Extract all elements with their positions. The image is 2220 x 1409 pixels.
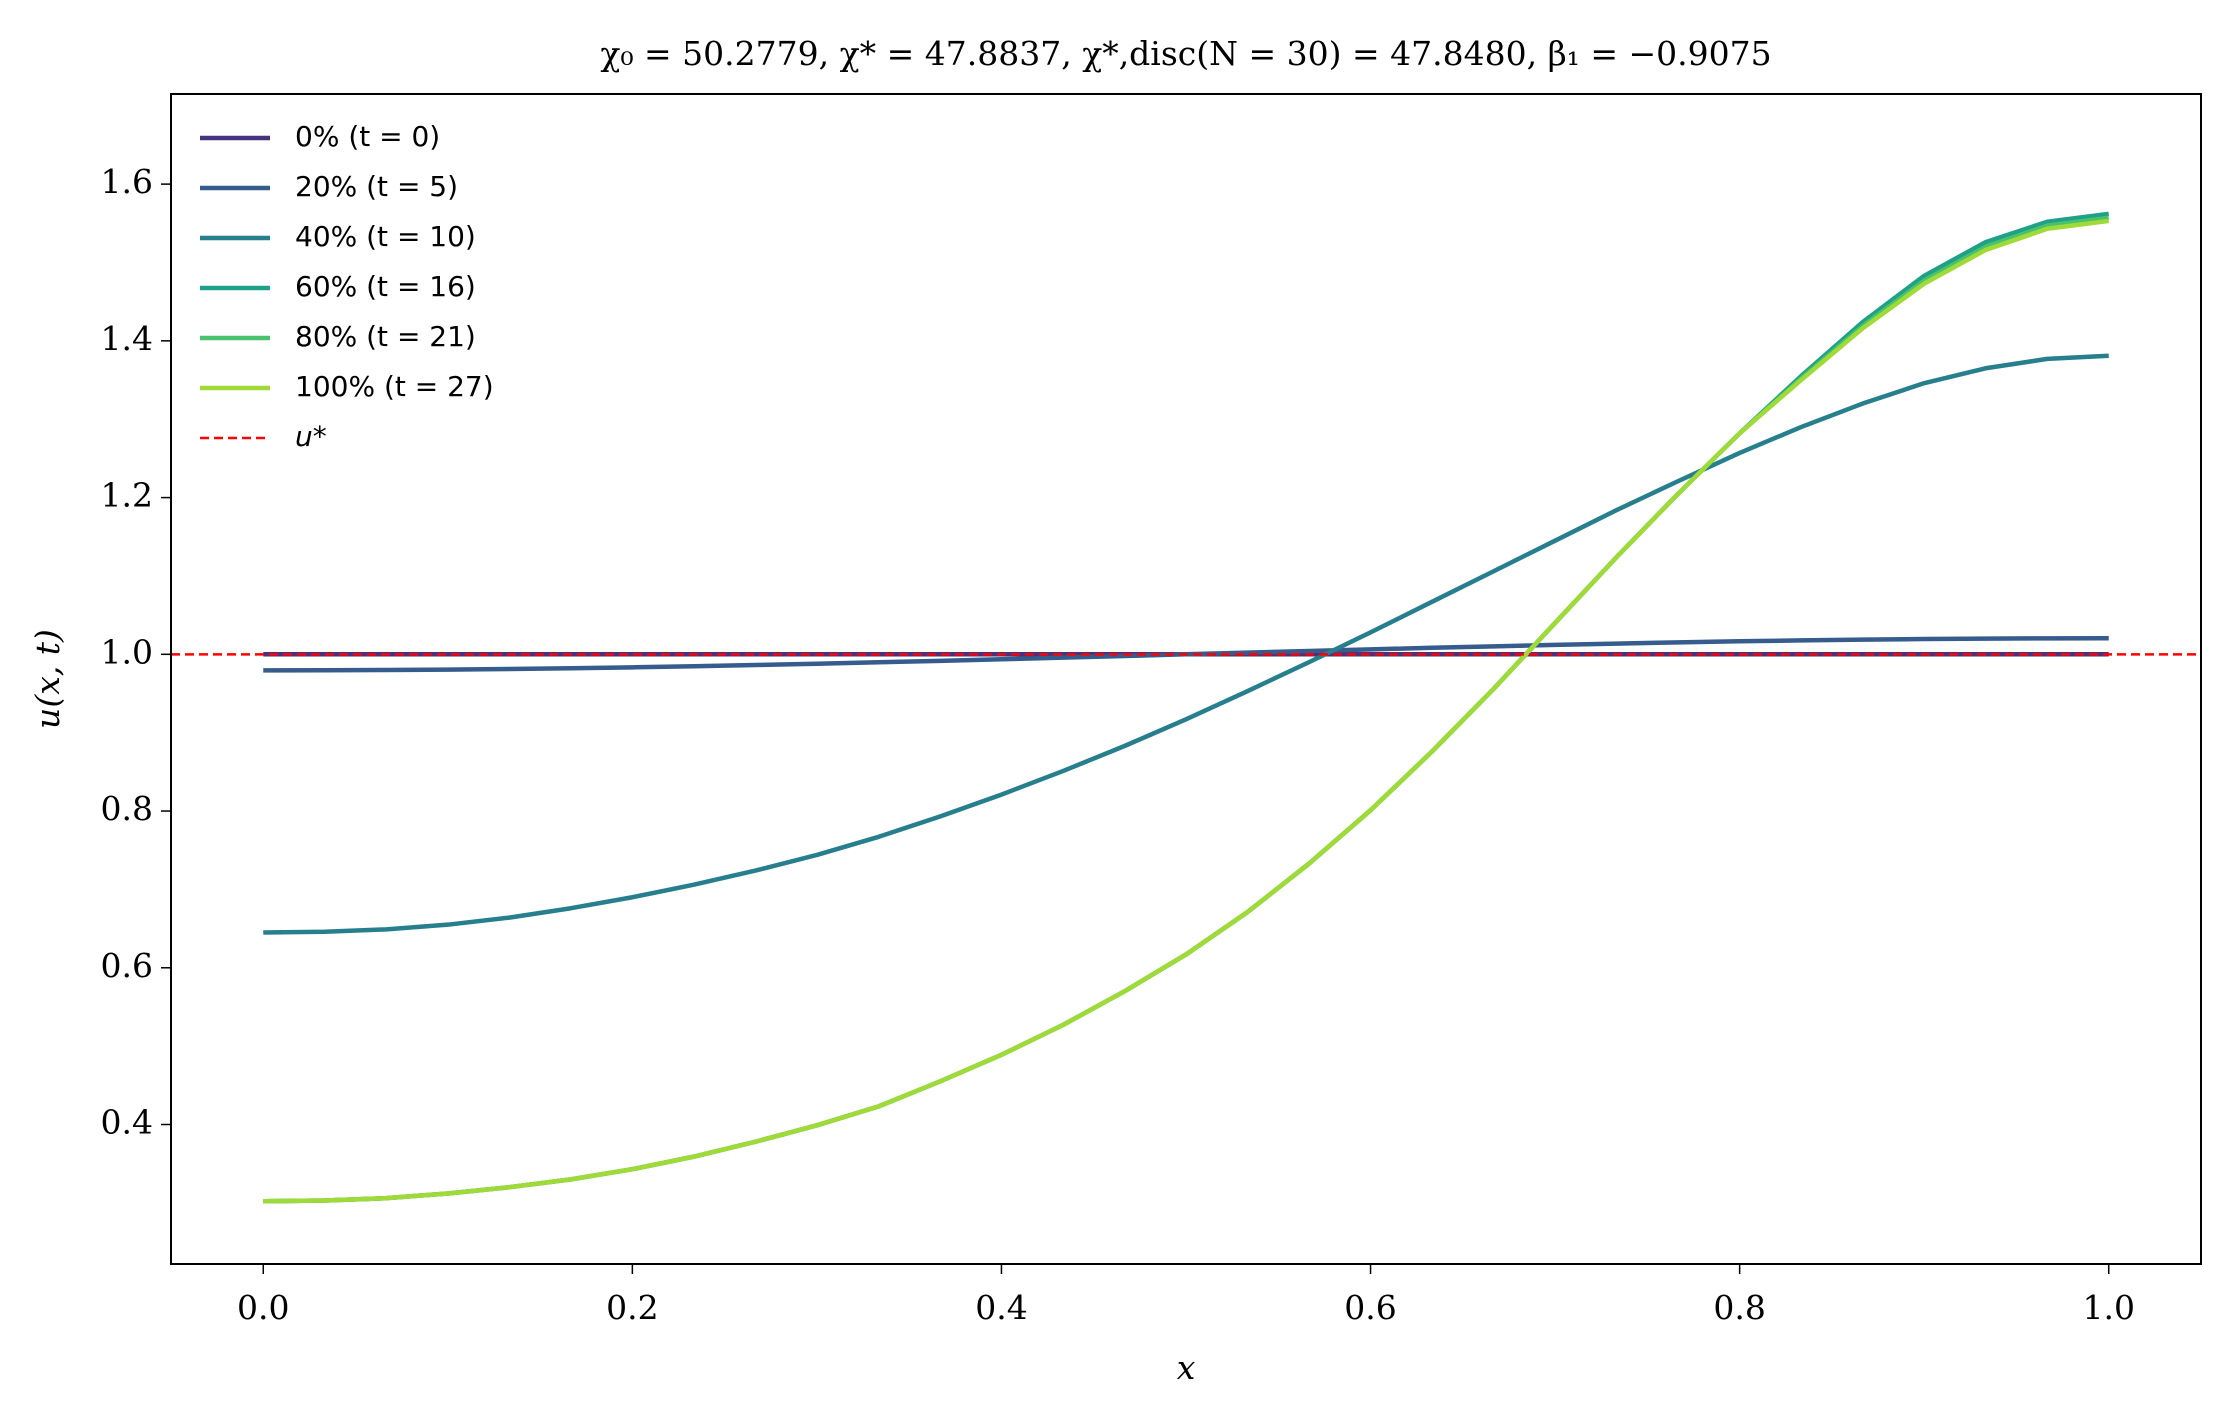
legend-label: 100% (t = 27)	[295, 370, 494, 403]
y-tick-label: 0.6	[101, 946, 153, 985]
x-tick-label: 0.8	[1713, 1288, 1765, 1327]
y-tick-label: 1.6	[101, 162, 153, 201]
chart-title: χ₀ = 50.2779, χ* = 47.8837, χ*,disc(N = …	[600, 34, 1771, 73]
y-tick-label: 0.4	[101, 1103, 153, 1142]
legend-label: 0% (t = 0)	[295, 120, 440, 153]
y-tick-label: 1.4	[101, 319, 153, 358]
x-tick-label: 0.2	[606, 1288, 658, 1327]
x-tick-label: 1.0	[2082, 1288, 2134, 1327]
series-line	[263, 218, 2110, 1204]
legend-label: 80% (t = 21)	[295, 320, 476, 353]
x-tick-label: 0.6	[1344, 1288, 1396, 1327]
plot-frame	[170, 93, 2202, 1265]
x-tick-label: 0.0	[237, 1288, 289, 1327]
x-axis-label: x	[1177, 1348, 1196, 1387]
legend-label: 20% (t = 5)	[295, 170, 458, 203]
series-line	[263, 353, 2109, 935]
x-tick-label: 0.4	[975, 1288, 1027, 1327]
y-tick-label: 1.0	[101, 632, 153, 671]
legend-label: 40% (t = 10)	[295, 220, 476, 253]
legend-label: 60% (t = 16)	[295, 270, 476, 303]
y-tick-label: 1.2	[101, 476, 153, 515]
y-tick-label: 0.8	[101, 789, 153, 828]
legend-label: u*	[295, 420, 327, 453]
y-axis-label: u(x, t)	[28, 629, 67, 729]
